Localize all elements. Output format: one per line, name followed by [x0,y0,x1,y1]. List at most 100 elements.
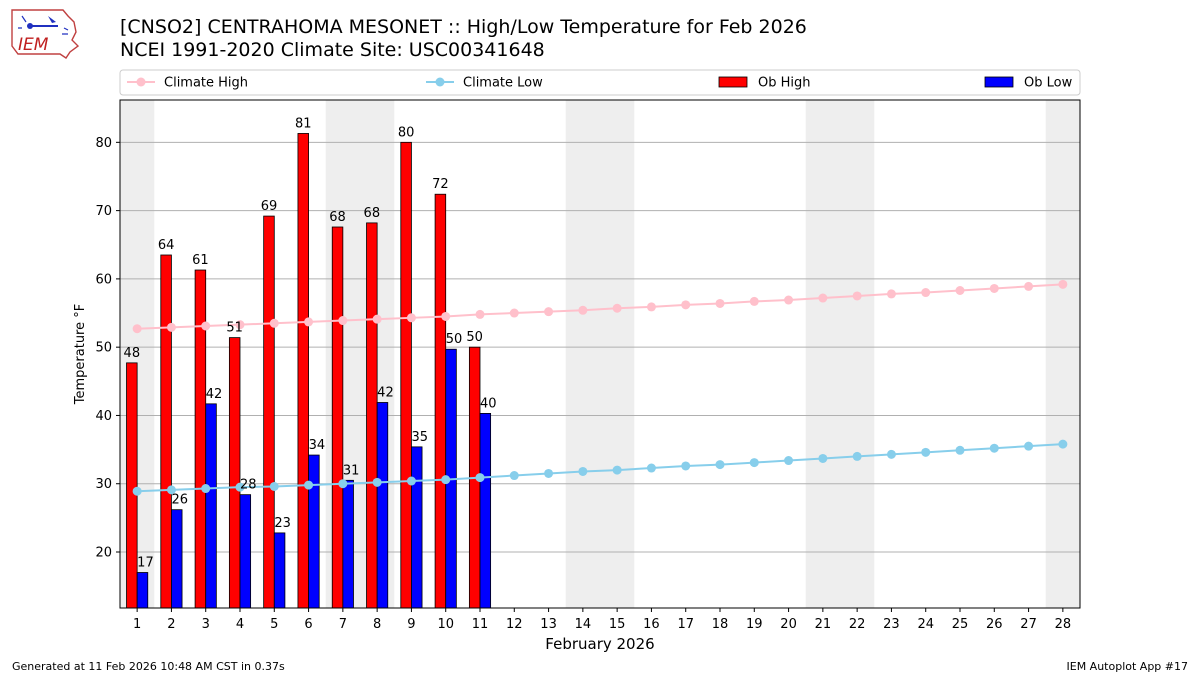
climate-low-point [852,451,862,461]
bar-ob-low [376,402,389,609]
climate-low-point [201,484,211,494]
climate-high-point [852,291,862,301]
data-label-ob-high: 68 [364,206,381,221]
data-label-ob-low: 42 [377,385,394,400]
data-label-ob-low: 26 [171,493,188,508]
x-tick-label: 7 [339,617,347,632]
climate-high-point [749,296,759,306]
svg-text:IEM: IEM [18,35,49,55]
legend-patch-swatch [718,76,748,88]
x-tick-label: 18 [712,617,729,632]
x-tick-label: 4 [236,617,244,632]
x-tick-label: 22 [849,617,866,632]
y-tick-label: 30 [95,477,112,492]
climate-high-point [989,283,999,293]
data-label-ob-low: 31 [343,463,360,478]
bar-ob-high [434,193,447,609]
weekend-shade [1045,100,1080,608]
bar-ob-high [366,222,378,609]
climate-low-point [784,456,794,466]
legend-patch-swatch [984,76,1014,88]
x-tick-label: 6 [304,617,312,632]
climate-low-point [921,447,931,457]
bar-ob-low [273,532,286,609]
bar-ob-high [263,215,275,609]
climate-low-point [406,476,416,486]
climate-high-point [646,302,656,312]
data-label-ob-high: 69 [261,199,278,214]
climate-low-point [235,482,245,492]
y-tick-label: 80 [95,136,112,151]
climate-high-point [304,317,314,327]
bar-ob-low [308,454,320,609]
bar-ob-high [126,362,138,609]
climate-high-point [132,324,142,334]
x-tick-label: 14 [575,617,592,632]
climate-high-point [578,305,588,315]
climate-high-point [955,286,965,295]
climate-high-point [406,313,416,323]
climate-high-point [372,314,382,324]
data-label-ob-high: 68 [329,210,346,225]
bar-ob-high [160,254,172,609]
x-tick-label: 19 [746,617,763,632]
x-tick-label: 9 [407,617,415,632]
bar-ob-low [411,446,423,609]
climate-low-point [509,471,519,481]
legend-marker-swatch [435,77,445,87]
x-tick-label: 20 [780,617,797,632]
climate-low-point [372,477,382,487]
y-tick-label: 70 [95,204,112,219]
data-label-ob-low: 28 [240,478,257,493]
climate-high-point [818,293,828,303]
data-label-ob-high: 48 [124,346,141,361]
climate-high-point [612,303,622,313]
bar-ob-low [342,479,354,609]
bar-ob-high [228,337,241,609]
x-tick-label: 28 [1055,617,1072,632]
bar-ob-low [136,572,149,609]
climate-high-point [715,298,725,308]
climate-low-point [612,465,622,475]
climate-high-point [441,311,451,321]
climate-low-point [886,449,896,459]
x-tick-label: 23 [883,617,900,632]
bar-ob-low [171,509,183,609]
chart-title: [CNSO2] CENTRAHOMA MESONET :: High/Low T… [120,16,807,38]
bar-ob-low [239,494,252,609]
x-tick-label: 10 [437,617,454,632]
app-label: IEM Autoplot App #17 [1066,660,1189,673]
climate-low-point [681,461,691,471]
x-tick-label: 1 [133,617,141,632]
y-tick-label: 40 [95,409,112,424]
x-tick-label: 16 [643,617,660,632]
x-tick-label: 15 [609,617,626,632]
climate-low-point [749,458,759,468]
climate-low-point [338,479,348,489]
data-label-ob-low: 40 [480,396,497,411]
legend-label: Climate Low [463,76,543,91]
climate-high-line [137,283,1063,330]
x-tick-label: 8 [373,617,381,632]
x-tick-label: 11 [472,617,489,632]
x-axis-label: February 2026 [545,635,654,653]
bar-ob-high [194,269,207,609]
y-tick-label: 20 [95,546,112,561]
climate-high-point [509,308,519,318]
climate-high-point [269,318,279,328]
legend-box [119,69,1081,96]
climate-low-point [1024,441,1034,451]
climate-high-point [681,300,691,310]
climate-low-point [441,475,451,485]
data-label-ob-high: 50 [466,330,483,345]
x-tick-label: 12 [506,617,523,632]
data-label-ob-low: 17 [137,555,154,570]
bar-ob-high [331,226,344,609]
iem-logo: IEM [11,9,80,59]
climate-low-point [304,480,314,490]
data-label-ob-low: 23 [274,516,291,531]
climate-low-point [475,473,485,483]
climate-low-point [578,466,588,476]
plot-frame [119,99,1081,609]
climate-high-point [201,321,211,331]
